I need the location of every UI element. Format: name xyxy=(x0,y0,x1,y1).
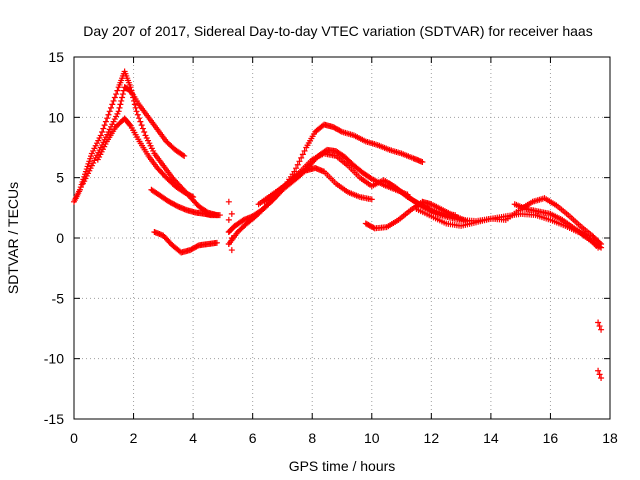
data-point xyxy=(226,199,232,205)
axis-ticks: 0 2 4 6 8 10 12 14 16 18 15 10 5 0 -5 -10 -15 xyxy=(44,49,618,446)
data-point xyxy=(139,122,145,128)
data-point xyxy=(109,101,115,107)
y-tick-label: 15 xyxy=(48,49,64,65)
data-point xyxy=(112,95,118,101)
data-point xyxy=(102,122,108,128)
data-point xyxy=(113,91,119,97)
data-point xyxy=(103,119,109,125)
grid-lines xyxy=(74,57,610,419)
data-point xyxy=(118,98,124,104)
y-tick-label: -10 xyxy=(44,351,64,367)
x-tick-label: 8 xyxy=(308,430,316,446)
data-point xyxy=(137,119,143,125)
x-tick-label: 18 xyxy=(602,430,618,446)
data-point xyxy=(100,126,106,132)
y-tick-label: 10 xyxy=(48,109,64,125)
series-track-b xyxy=(80,84,187,187)
y-axis-label: SDTVAR / TECUs xyxy=(5,182,21,294)
sdtvar-chart: Day 207 of 2017, Sidereal Day-to-day VTE… xyxy=(0,0,640,480)
x-tick-label: 16 xyxy=(543,430,559,446)
data-point xyxy=(595,319,601,325)
x-tick-label: 14 xyxy=(483,430,499,446)
series-track-g xyxy=(226,147,411,247)
y-tick-label: -5 xyxy=(52,290,65,306)
data-point xyxy=(595,368,601,374)
data-point xyxy=(134,108,140,114)
data-point xyxy=(104,115,110,121)
x-tick-label: 2 xyxy=(130,430,138,446)
data-point xyxy=(140,126,146,132)
chart-title: Day 207 of 2017, Sidereal Day-to-day VTE… xyxy=(83,23,592,39)
x-tick-label: 12 xyxy=(424,430,440,446)
data-point xyxy=(117,105,123,111)
data-point xyxy=(597,323,603,329)
y-tick-label: 5 xyxy=(56,170,64,186)
data-point xyxy=(136,115,142,121)
x-tick-label: 0 xyxy=(70,430,78,446)
series-track-m xyxy=(512,201,601,250)
x-tick-label: 6 xyxy=(249,430,257,446)
data-point xyxy=(597,371,603,377)
x-tick-label: 10 xyxy=(364,430,380,446)
data-point xyxy=(135,112,141,118)
data-point xyxy=(141,129,147,135)
data-point xyxy=(598,327,604,333)
data-points xyxy=(71,68,604,380)
data-point xyxy=(117,101,123,107)
data-point xyxy=(119,95,125,101)
series-track-e xyxy=(151,229,220,256)
data-point xyxy=(99,129,105,135)
y-tick-label: 0 xyxy=(56,230,64,246)
data-point xyxy=(107,108,113,114)
data-point xyxy=(114,88,120,94)
x-axis-label: GPS time / hours xyxy=(289,458,396,474)
data-point xyxy=(226,217,232,223)
x-tick-label: 4 xyxy=(189,430,197,446)
data-point xyxy=(598,375,604,381)
data-point xyxy=(111,98,117,104)
data-point xyxy=(229,211,235,217)
data-point xyxy=(108,105,114,111)
y-tick-label: -15 xyxy=(44,411,64,427)
series-track-a xyxy=(71,68,220,218)
data-point xyxy=(120,91,126,97)
series-track-o xyxy=(595,319,604,381)
series-track-l xyxy=(413,195,604,247)
data-point xyxy=(229,247,235,253)
